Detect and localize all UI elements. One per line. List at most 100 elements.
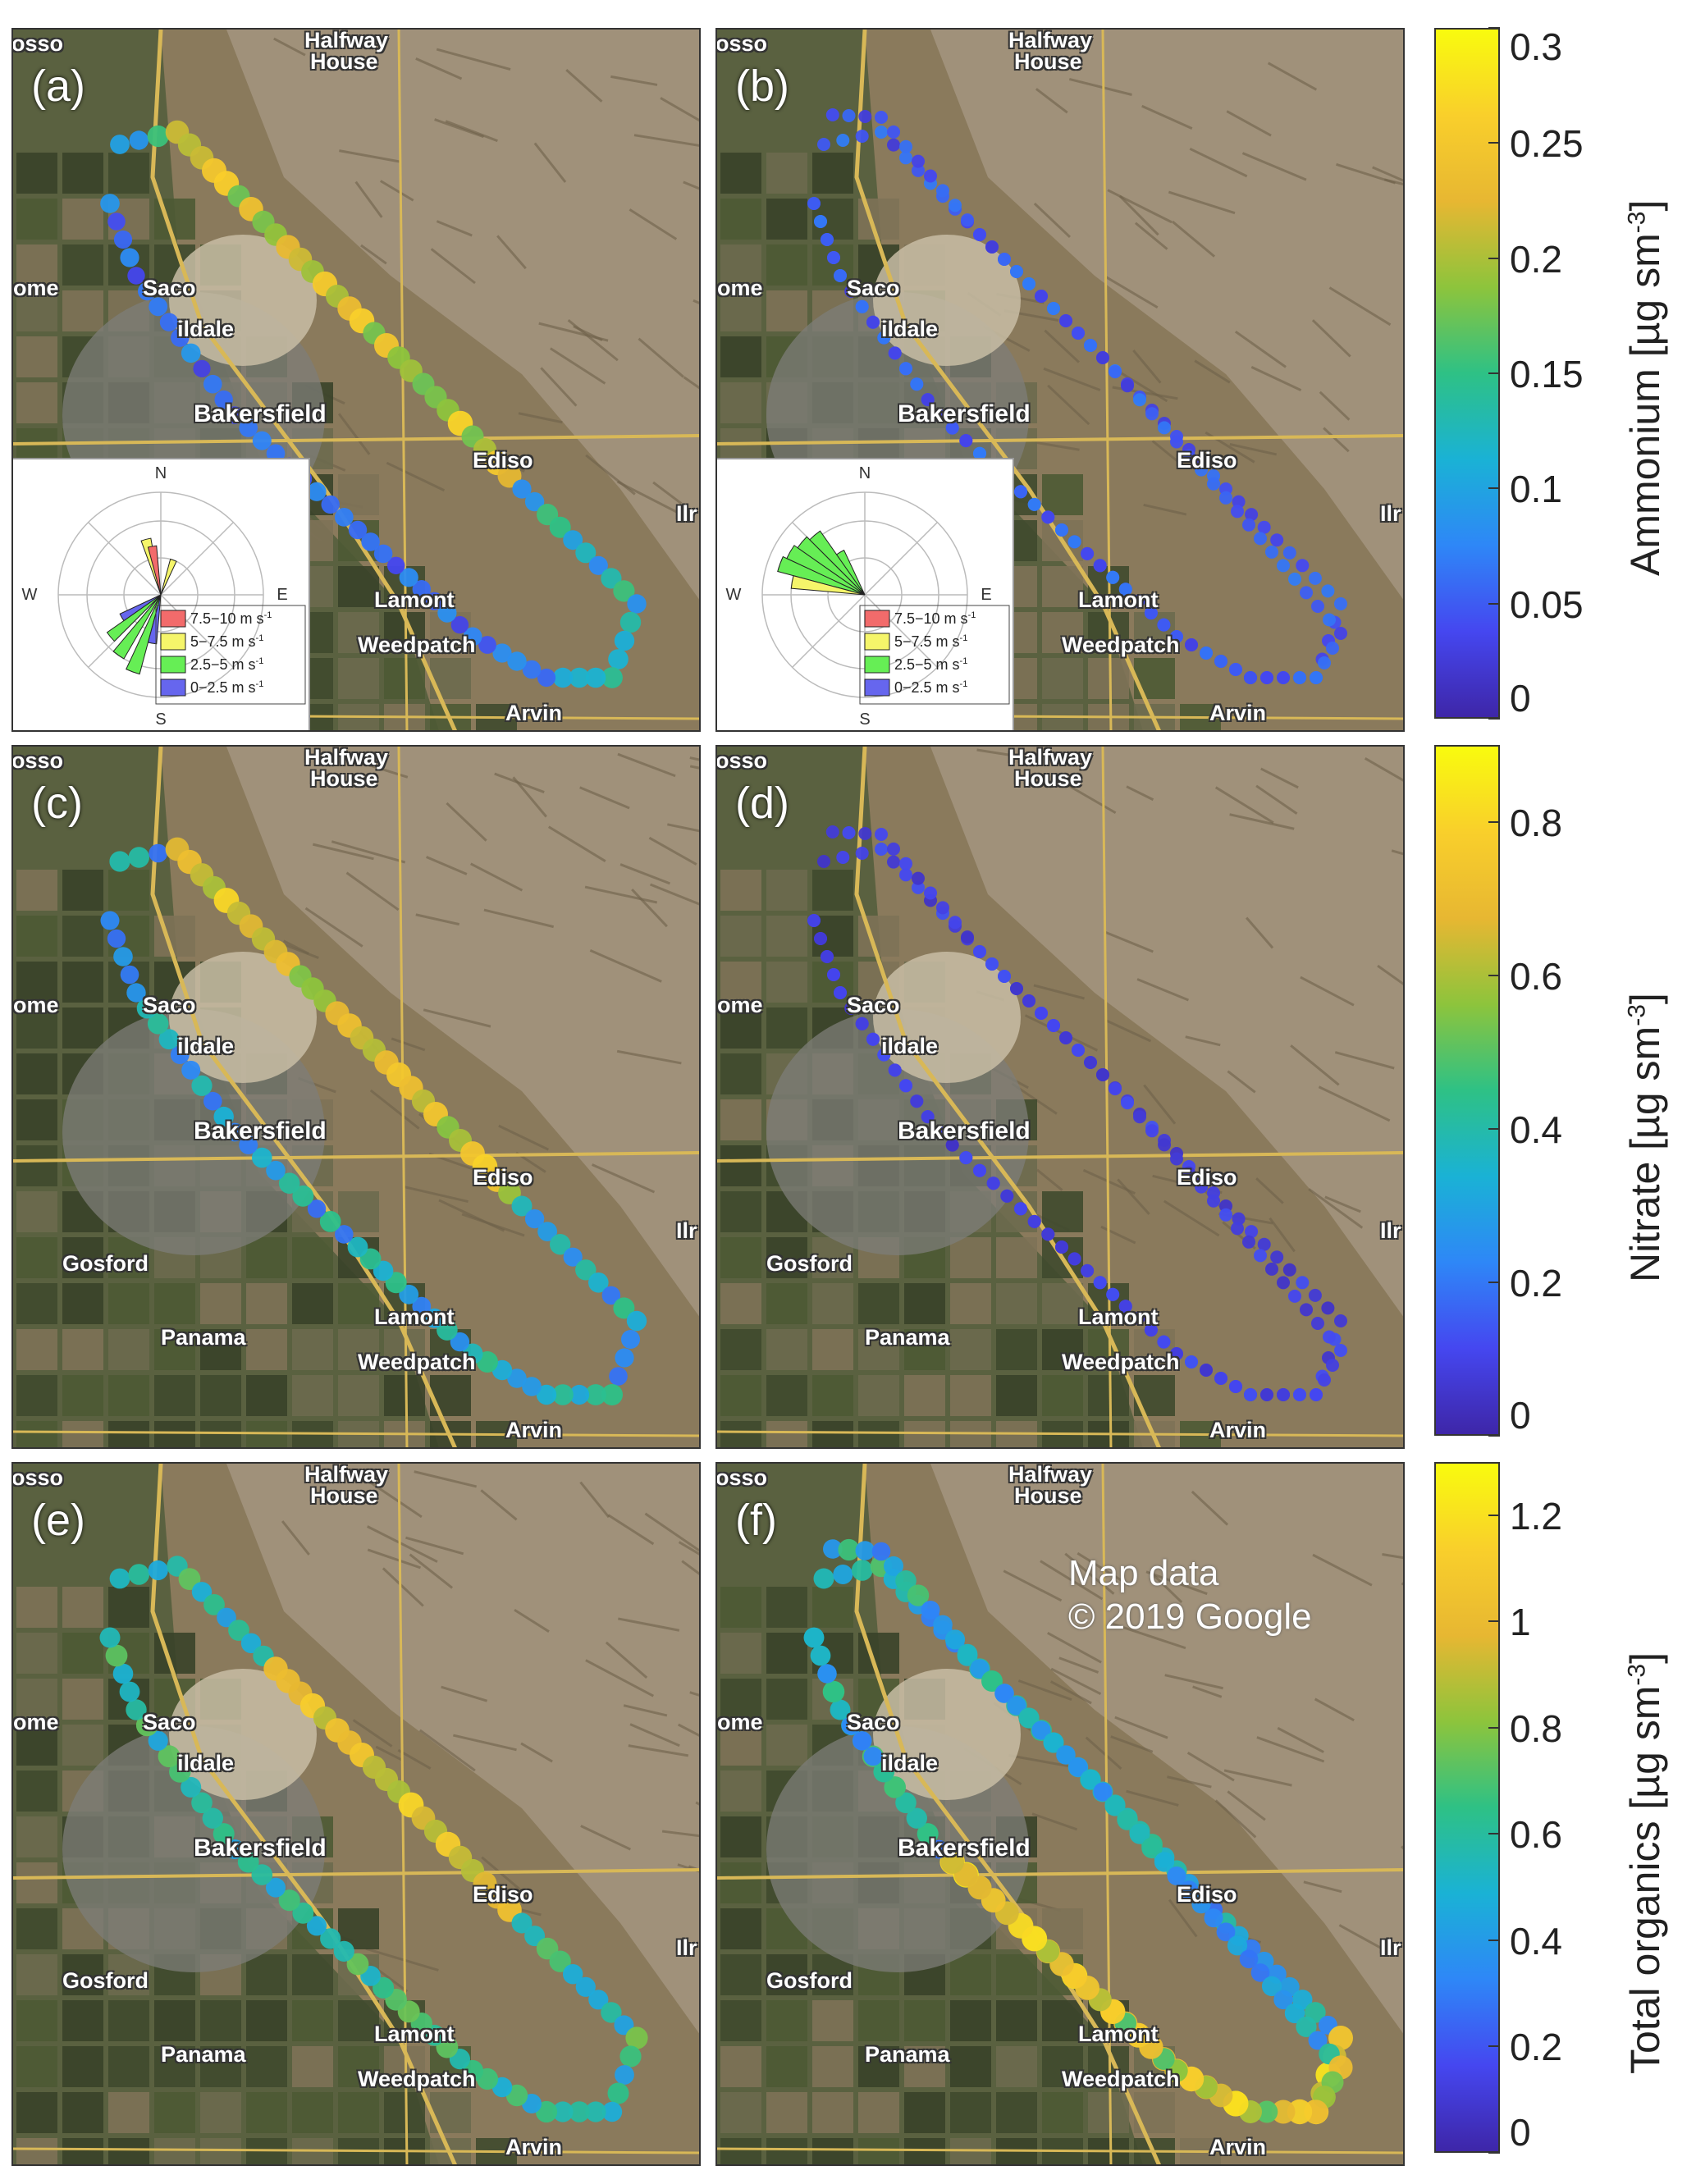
- track-point: [1170, 1347, 1183, 1360]
- windrose-inset: N S E W 7.5−10 m s-1 5−7.5 m s-1 2.5−5 m s-1 0−…: [717, 458, 1014, 730]
- map-label-weedpatch: Weedpatch: [358, 2067, 476, 2091]
- farm-field: [812, 1587, 853, 1628]
- farm-field: [16, 1145, 57, 1186]
- track-point: [1117, 1809, 1138, 1830]
- farm-field: [292, 2046, 333, 2087]
- track-point: [626, 1310, 647, 1332]
- windrose-spoke: [88, 522, 162, 596]
- map-label-lamont: Lamont: [1078, 2022, 1159, 2046]
- windrose-petal: [140, 537, 162, 596]
- track-point: [100, 194, 120, 213]
- track-point: [321, 495, 340, 514]
- track-point: [1326, 1359, 1339, 1372]
- track-point: [998, 970, 1011, 983]
- farm-field: [720, 153, 761, 194]
- track-point: [159, 313, 179, 331]
- track-point: [1093, 559, 1107, 573]
- ridge-line: [644, 1512, 699, 1552]
- mountain-area: [226, 30, 699, 600]
- colorbar-tick-mark: [1488, 1620, 1500, 1623]
- ridge-line: [1277, 1726, 1324, 1753]
- track-point: [127, 267, 145, 285]
- windrose-petal: [790, 575, 866, 596]
- farm-field: [720, 2092, 761, 2133]
- track-point: [1328, 2026, 1353, 2050]
- farm-field: [720, 244, 761, 286]
- ridge-line: [423, 1008, 491, 1028]
- track-point: [907, 1584, 930, 1606]
- ridge-line: [391, 1037, 426, 1052]
- track-point: [855, 130, 869, 143]
- road: [1101, 30, 1113, 730]
- map-credit: Map data © 2019 Google: [1068, 1552, 1312, 1639]
- ridge-line: [540, 367, 578, 407]
- ridge-line: [409, 1553, 454, 1589]
- map-label-gosford: Gosford: [766, 1251, 853, 1276]
- ridge-line: [1141, 104, 1193, 130]
- farm-field: [720, 1053, 761, 1094]
- legend-box: [859, 605, 1010, 705]
- farm-field: [62, 1283, 103, 1324]
- colorbar-tick-label: 0.25: [1510, 122, 1584, 166]
- ridge-line: [1047, 384, 1090, 426]
- windrose-petal: [160, 558, 177, 596]
- farm-field: [16, 870, 57, 911]
- colorbar-gradient: [1434, 745, 1500, 1436]
- ridge-line: [436, 48, 511, 71]
- farm-field: [858, 2092, 899, 2133]
- ridge-line: [1107, 189, 1173, 224]
- panel-label: (e): [31, 1496, 85, 1545]
- ridge-line: [1068, 77, 1132, 96]
- track-point: [810, 1645, 831, 1666]
- map-label-arvin: Arvin: [1209, 2135, 1267, 2159]
- ridge-line: [312, 843, 374, 861]
- farm-field: [16, 336, 57, 377]
- farm-field: [812, 2046, 853, 2087]
- track-point: [149, 297, 168, 317]
- track-point: [1293, 671, 1306, 684]
- track-point: [895, 1570, 917, 1592]
- farm-field: [16, 1771, 57, 1812]
- ridge-line: [1035, 88, 1068, 114]
- ridge-line: [494, 772, 545, 793]
- track-point: [191, 1075, 213, 1096]
- ridge-line: [1033, 984, 1085, 1000]
- road: [397, 1464, 409, 2164]
- farm-field: [766, 290, 807, 331]
- track-point: [813, 1568, 834, 1589]
- farm-field: [904, 2046, 945, 2087]
- track-point: [1182, 449, 1195, 463]
- ridge-line: [1319, 391, 1351, 421]
- track-point: [1018, 1707, 1040, 1729]
- farm-field: [292, 1329, 333, 1370]
- track-point: [1014, 1202, 1027, 1216]
- track-point: [1257, 520, 1271, 534]
- colorbar-tick-mark: [1488, 2152, 1500, 2154]
- legend-label: 2.5−5 m s-1: [894, 656, 967, 673]
- track-point: [884, 1776, 906, 1798]
- track-point: [1195, 1180, 1208, 1194]
- farm-field: [720, 1145, 761, 1186]
- ridge-line: [1118, 194, 1159, 236]
- track-point: [1214, 1372, 1227, 1385]
- track-point: [912, 871, 925, 885]
- track-point: [821, 233, 834, 246]
- track-point: [608, 649, 629, 669]
- track-point: [851, 1560, 873, 1581]
- farm-field: [1042, 612, 1083, 653]
- map-label-oildale: ildale: [177, 1751, 235, 1775]
- track-point: [1041, 510, 1055, 524]
- track-point: [1072, 1044, 1085, 1057]
- ridge-line: [976, 748, 1032, 760]
- farm-field: [766, 2000, 807, 2041]
- colorbar-tick-label: 0.1: [1510, 468, 1562, 511]
- track-point: [1288, 1289, 1301, 1303]
- track-point: [929, 1839, 949, 1859]
- track-point: [1260, 1388, 1273, 1401]
- map-label-halfway: Halfway: [304, 28, 389, 53]
- ridge-line: [1194, 359, 1231, 384]
- colorbar-tick-label: 0.4: [1510, 1108, 1562, 1151]
- ridge-line: [1110, 1735, 1154, 1753]
- track-point: [412, 1296, 432, 1316]
- track-point: [135, 1714, 158, 1737]
